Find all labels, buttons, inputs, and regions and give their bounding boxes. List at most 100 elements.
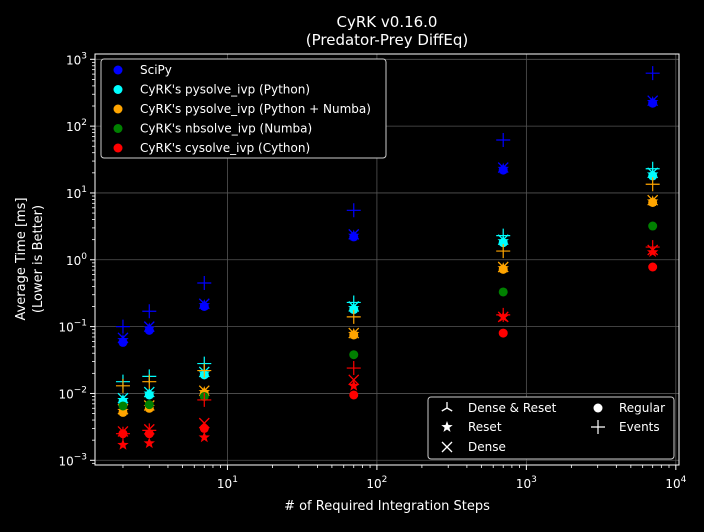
x-tick-label: 103 [516,475,537,491]
point-events [645,177,660,192]
x-axis-label: # of Required Integration Steps [284,499,490,514]
point-events [115,378,130,393]
point-regular [498,287,508,297]
point-dense-reset [646,246,659,258]
legend-series: SciPy CyRK's pysolve_ivp (Python) CyRK's p… [100,58,387,159]
legend-swatch [113,124,123,133]
legend-marker-symbol [441,402,453,412]
legend-series-item: CyRK's cysolve_ivp (Cython) [113,141,310,155]
x-tick-label: 104 [665,475,686,491]
point-events [142,374,157,389]
legend-swatch [113,65,123,75]
legend-swatch [113,104,123,114]
legend-marker-symbol [593,403,603,413]
legend-markers: Dense & Reset Regular Reset Events Dense [427,396,675,460]
legend-marker-label: Dense & Reset [468,401,557,415]
point-events [496,244,511,259]
legend-marker-symbol [441,421,453,432]
point-dense-reset [117,393,129,405]
y-tick-label: 10−1 [58,319,87,335]
legend-series-item: CyRK's pysolve_ivp (Python + Numba) [113,102,371,116]
axis-ticks: 101 102 103 104 10−3 10−2 10−1 100 101 102 103 [58,51,686,491]
legend-marker-label: Reset [468,420,502,434]
x-tick-label: 101 [217,475,238,491]
legend-marker-item: Events [591,420,660,434]
legend-marker-label: Events [619,420,660,434]
y-axis-label-line1: Average Time [ms] [14,197,29,320]
y-axis-label-line2: (Lower is Better) [31,205,46,313]
point-dense-reset [143,437,155,449]
legend-marker-item: Dense & Reset [441,401,557,415]
y-tick-label: 103 [66,51,87,67]
point-dense-reset [348,229,360,241]
point-events [115,319,130,334]
legend-swatch [113,143,123,153]
point-events [197,275,212,290]
point-dense-reset [198,299,210,310]
point-events [115,426,130,441]
legend-series-item: CyRK's nbsolve_ivp (Numba) [113,122,312,136]
y-tick-label: 100 [66,252,87,268]
point-events [142,304,157,319]
point-dense-reset [497,262,509,273]
y-tick-label: 10−3 [58,452,87,468]
legend-series-label: CyRK's pysolve_ivp (Python) [140,83,310,97]
point-events [496,132,511,147]
point-events [645,66,660,81]
legend-series-label: CyRK's nbsolve_ivp (Numba) [140,122,312,136]
point-events [197,363,212,378]
point-regular [349,350,359,360]
legend-series-item: SciPy [113,63,172,77]
series-4 [115,240,660,450]
legend-series-label: SciPy [140,63,172,77]
point-dense [348,374,360,386]
point-dense-reset [348,327,360,339]
point-dense-reset [117,334,129,345]
point-dense-reset [143,387,155,399]
point-regular [648,262,658,272]
legend-series-label: CyRK's cysolve_ivp (Cython) [140,141,310,155]
x-tick-label: 102 [366,475,387,491]
data-points [115,66,660,450]
y-tick-label: 102 [66,118,87,134]
point-events [142,423,157,438]
point-dense [143,423,155,435]
point-dense [117,425,129,437]
point-dense-reset [497,310,509,322]
legend-marker-label: Regular [619,401,665,415]
point-events [346,361,361,376]
y-tick-label: 101 [66,185,87,201]
point-dense-reset [646,168,659,180]
legend-marker-label: Dense [468,440,506,454]
series-2 [115,177,660,417]
point-dense-reset [198,386,210,397]
chart-title-line1: CyRK v0.16.0 [337,13,438,31]
point-regular [648,221,658,231]
point-events [346,203,361,218]
point-dense-reset [143,322,155,334]
legend-marker-item: Dense [441,440,506,454]
legend-marker-item: Regular [593,401,665,415]
point-dense-reset [497,162,509,174]
chart-title-line2: (Predator-Prey DiffEq) [306,31,469,49]
legend-marker-item: Reset [441,420,502,434]
series-0 [115,66,660,347]
point-regular [144,400,154,410]
legend-marker-symbol [591,420,605,434]
legend-series-box [100,58,387,159]
plot-frame [94,53,680,466]
point-regular [349,390,359,400]
series-1 [115,161,660,407]
point-regular [118,401,128,411]
y-tick-label: 10−2 [58,385,87,401]
series-3 [118,221,658,411]
point-regular [498,328,508,338]
point-dense-reset [117,438,129,450]
legend-series-item: CyRK's pysolve_ivp (Python) [113,83,310,97]
legend-series-label: CyRK's pysolve_ivp (Python + Numba) [140,102,371,116]
legend-swatch [113,85,123,94]
point-events [346,309,361,324]
point-events [197,392,212,407]
point-dense-reset [646,95,659,107]
